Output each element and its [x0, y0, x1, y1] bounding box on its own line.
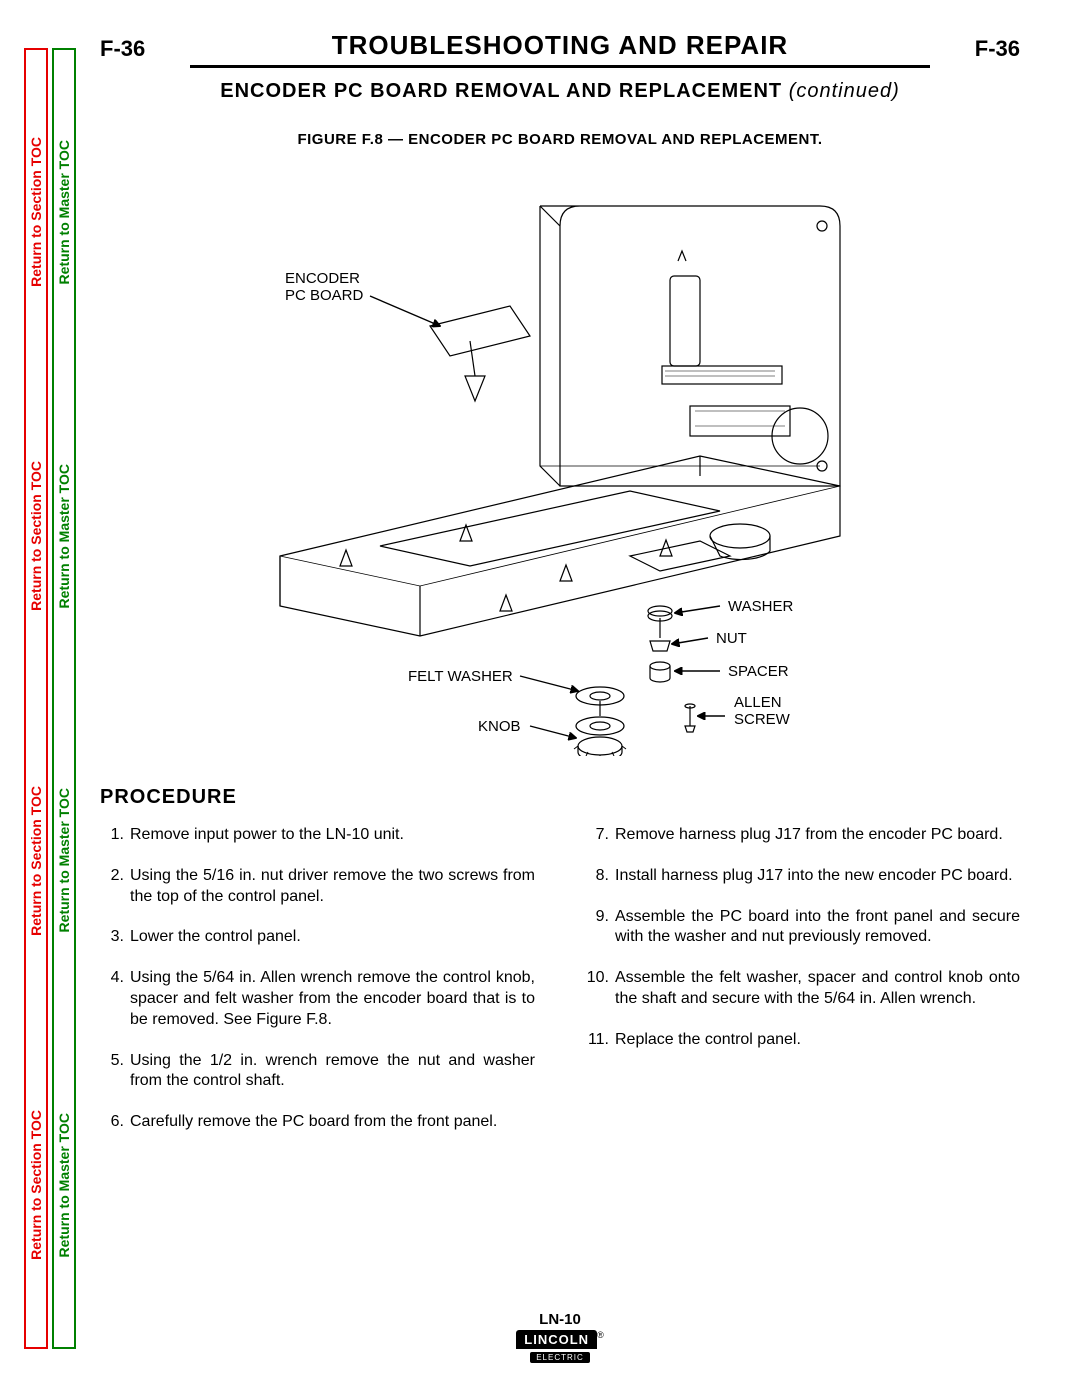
- tab-label: Return to Section TOC: [28, 786, 44, 936]
- page-subtitle: ENCODER PC BOARD REMOVAL AND REPLACEMENT…: [100, 80, 1020, 103]
- callout-allen-screw: ALLENSCREW: [734, 694, 790, 729]
- callout-washer: WASHER: [728, 598, 793, 615]
- footer-reg: ®: [597, 1330, 604, 1340]
- tab-label: Return to Master TOC: [56, 788, 72, 932]
- procedure-step: Carefully remove the PC board from the f…: [100, 1112, 535, 1133]
- tab-master-toc[interactable]: Return to Master TOC Return to Master TO…: [52, 48, 76, 1349]
- page-footer: LN-10 LINCOLN® ELECTRIC: [100, 1311, 1020, 1367]
- procedure-step: Remove input power to the LN-10 unit.: [100, 825, 535, 846]
- page-header: F-36 TROUBLESHOOTING AND REPAIR F-36: [100, 30, 1020, 68]
- procedure-step: Using the 1/2 in. wrench remove the nut …: [100, 1051, 535, 1093]
- tab-label: Return to Master TOC: [56, 140, 72, 284]
- tab-label: Return to Master TOC: [56, 1113, 72, 1257]
- callout-spacer: SPACER: [728, 663, 789, 680]
- callout-encoder-pc-board: ENCODERPC BOARD: [285, 270, 363, 305]
- procedure-step: Using the 5/64 in. Allen wrench remove t…: [100, 968, 535, 1030]
- footer-brand-logo: LINCOLN® ELECTRIC: [100, 1330, 1020, 1367]
- procedure-step: Remove harness plug J17 from the encoder…: [585, 825, 1020, 846]
- callout-knob: KNOB: [478, 718, 521, 735]
- subtitle-continued: (continued): [789, 80, 900, 102]
- procedure-step: Lower the control panel.: [100, 927, 535, 948]
- procedure-col-right: Remove harness plug J17 from the encoder…: [585, 825, 1020, 1153]
- procedure-heading: PROCEDURE: [100, 786, 1020, 809]
- procedure-col-left: Remove input power to the LN-10 unit. Usi…: [100, 825, 535, 1153]
- callout-felt-washer: FELT WASHER: [408, 668, 513, 685]
- procedure-step: Assemble the felt washer, spacer and con…: [585, 968, 1020, 1010]
- side-tabs: Return to Section TOC Return to Section …: [24, 48, 76, 1349]
- footer-brand: LINCOLN: [516, 1330, 597, 1349]
- footer-brand-sub: ELECTRIC: [529, 1351, 591, 1364]
- procedure-step: Using the 5/16 in. nut driver remove the…: [100, 866, 535, 908]
- tab-label: Return to Section TOC: [28, 1110, 44, 1260]
- tab-section-toc[interactable]: Return to Section TOC Return to Section …: [24, 48, 48, 1349]
- page-content: F-36 TROUBLESHOOTING AND REPAIR F-36 ENC…: [100, 30, 1020, 1367]
- tab-label: Return to Section TOC: [28, 137, 44, 287]
- tab-label: Return to Section TOC: [28, 461, 44, 611]
- procedure-step: Assemble the PC board into the front pan…: [585, 907, 1020, 949]
- tab-label: Return to Master TOC: [56, 464, 72, 608]
- procedure-columns: Remove input power to the LN-10 unit. Usi…: [100, 825, 1020, 1153]
- procedure-step: Replace the control panel.: [585, 1030, 1020, 1051]
- figure-caption: FIGURE F.8 — ENCODER PC BOARD REMOVAL AN…: [100, 131, 1020, 148]
- page-code-left: F-36: [100, 36, 180, 62]
- page-title: TROUBLESHOOTING AND REPAIR: [190, 30, 930, 68]
- subtitle-main: ENCODER PC BOARD REMOVAL AND REPLACEMENT: [220, 80, 782, 102]
- procedure-step: Install harness plug J17 into the new en…: [585, 866, 1020, 887]
- diagram-svg: [200, 166, 920, 756]
- figure-diagram: ENCODERPC BOARD WASHER NUT SPACER ALLENS…: [200, 166, 920, 756]
- footer-model: LN-10: [100, 1311, 1020, 1328]
- callout-nut: NUT: [716, 630, 747, 647]
- page-code-right: F-36: [940, 36, 1020, 62]
